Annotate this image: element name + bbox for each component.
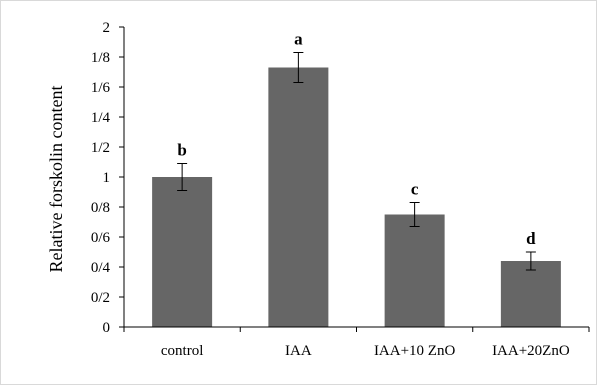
bar bbox=[152, 177, 213, 327]
y-tick-label: 1 bbox=[103, 170, 111, 186]
category-label: IAA bbox=[285, 343, 312, 359]
error-bar bbox=[525, 251, 536, 271]
error-bar bbox=[177, 163, 188, 191]
significance-label: c bbox=[411, 180, 419, 199]
bars bbox=[152, 67, 561, 327]
y-axis-title: Relative forskolin content bbox=[46, 86, 66, 273]
x-axis-categories: control IAA IAA+10 ZnO IAA+20ZnO bbox=[123, 327, 590, 359]
y-tick-label: 1/2 bbox=[91, 140, 110, 156]
y-tick-label: 1/4 bbox=[91, 110, 111, 126]
bar bbox=[384, 214, 445, 327]
category-label: control bbox=[161, 343, 204, 359]
y-tick-label: 1/6 bbox=[91, 80, 111, 96]
category-label: IAA+20ZnO bbox=[492, 343, 570, 359]
significance-label: d bbox=[526, 229, 536, 248]
bar bbox=[500, 261, 561, 327]
y-tick-label: 0 bbox=[103, 320, 111, 336]
category-label: IAA+10 ZnO bbox=[374, 343, 456, 359]
significance-label: a bbox=[294, 30, 303, 49]
bar bbox=[268, 67, 329, 327]
error-bar bbox=[293, 52, 304, 83]
y-tick-label: 0/6 bbox=[91, 230, 111, 246]
error-bar bbox=[409, 202, 420, 227]
y-tick-label: 0/2 bbox=[91, 290, 110, 306]
error-bars bbox=[177, 52, 536, 271]
y-tick-label: 2 bbox=[103, 20, 111, 36]
y-tick-label: 1/8 bbox=[91, 50, 110, 66]
significance-labels: b a c d bbox=[177, 30, 536, 249]
y-tick-label: 0/4 bbox=[91, 260, 111, 276]
significance-label: b bbox=[177, 141, 186, 160]
y-axis-ticks: 0 0/2 0/4 0/6 0/8 1 1/2 1/4 1/6 1/8 2 bbox=[91, 20, 124, 336]
y-tick-label: 0/8 bbox=[91, 200, 110, 216]
